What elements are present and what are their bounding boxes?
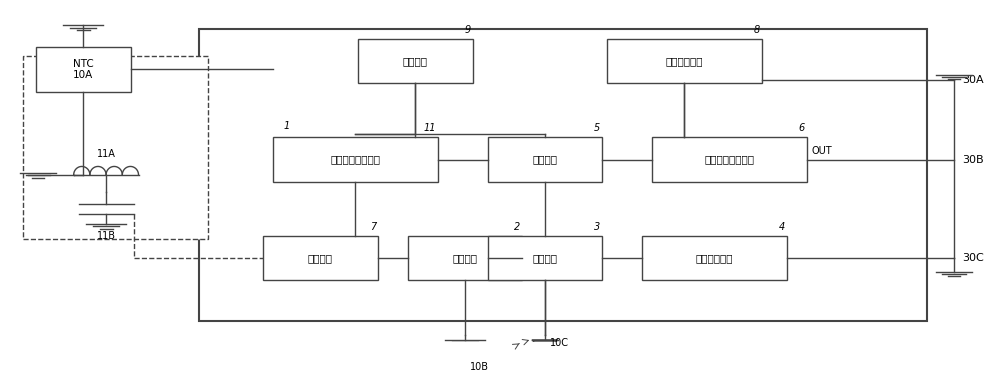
Text: OUT: OUT: [812, 146, 832, 156]
Text: 控制电路: 控制电路: [532, 155, 557, 165]
Text: 10C: 10C: [550, 338, 569, 348]
Text: 11A: 11A: [97, 149, 116, 159]
Bar: [273, 137, 438, 182]
Text: 输入输出控制电路: 输入输出控制电路: [704, 155, 754, 165]
Text: 6: 6: [798, 123, 805, 133]
Text: 11: 11: [423, 123, 436, 133]
Polygon shape: [532, 340, 558, 353]
Text: 11B: 11B: [97, 231, 116, 240]
Text: 30B: 30B: [962, 155, 983, 165]
Bar: [408, 236, 522, 280]
Bar: [652, 137, 807, 182]
Text: 滤波电路: 滤波电路: [308, 253, 333, 263]
Bar: [263, 236, 378, 280]
Bar: [36, 47, 131, 91]
Bar: [642, 236, 787, 280]
Bar: [607, 39, 762, 83]
Text: 存储电路: 存储电路: [403, 56, 428, 66]
Text: 高频振荡电路: 高频振荡电路: [666, 56, 703, 66]
Bar: [199, 28, 927, 321]
Text: 1: 1: [283, 121, 289, 131]
Text: 4: 4: [778, 222, 785, 232]
Text: 5: 5: [594, 123, 600, 133]
Text: 振荡幅度控制电路: 振荡幅度控制电路: [330, 155, 380, 165]
Text: 7: 7: [370, 222, 376, 232]
Text: 30A: 30A: [962, 75, 983, 85]
Text: 10B: 10B: [470, 362, 489, 370]
Bar: [23, 56, 208, 239]
Text: 8: 8: [754, 25, 760, 35]
Text: 2: 2: [514, 222, 520, 232]
Bar: [488, 137, 602, 182]
Bar: [358, 39, 473, 83]
Text: 30C: 30C: [962, 253, 983, 263]
Text: 采样电路: 采样电路: [453, 253, 478, 263]
Text: NTC
10A: NTC 10A: [73, 58, 94, 80]
Bar: [488, 236, 602, 280]
Text: 3: 3: [594, 222, 600, 232]
Text: 信号处理电路: 信号处理电路: [696, 253, 733, 263]
Text: 9: 9: [464, 25, 471, 35]
Text: 转换电路: 转换电路: [532, 253, 557, 263]
